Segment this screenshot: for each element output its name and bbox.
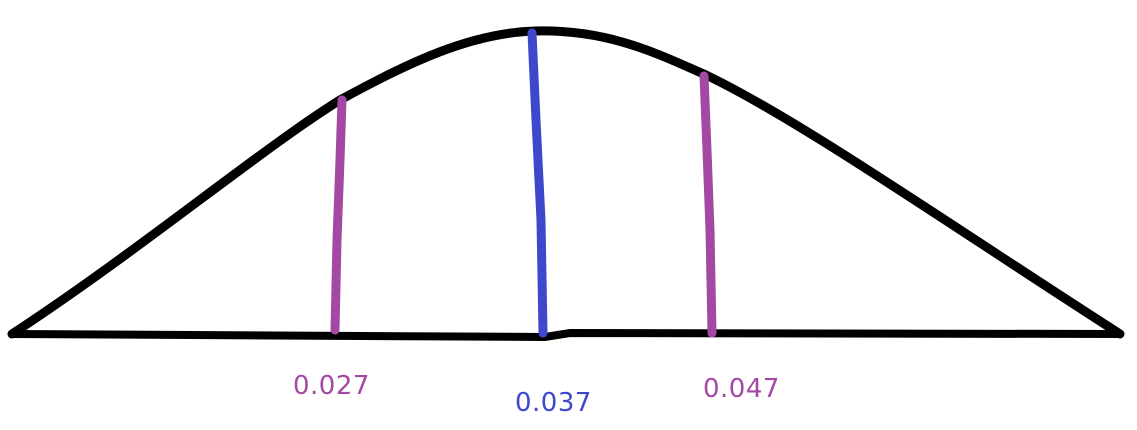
x-axis-line	[8, 328, 1124, 342]
upper-bound-line	[699, 71, 717, 338]
mean-label: 0.037	[515, 388, 592, 418]
mean-line	[527, 28, 548, 338]
bell-curve	[7, 26, 1125, 339]
upper-bound-label: 0.047	[703, 374, 780, 404]
lower-bound-line	[330, 95, 347, 335]
lower-bound-label: 0.027	[293, 371, 370, 401]
